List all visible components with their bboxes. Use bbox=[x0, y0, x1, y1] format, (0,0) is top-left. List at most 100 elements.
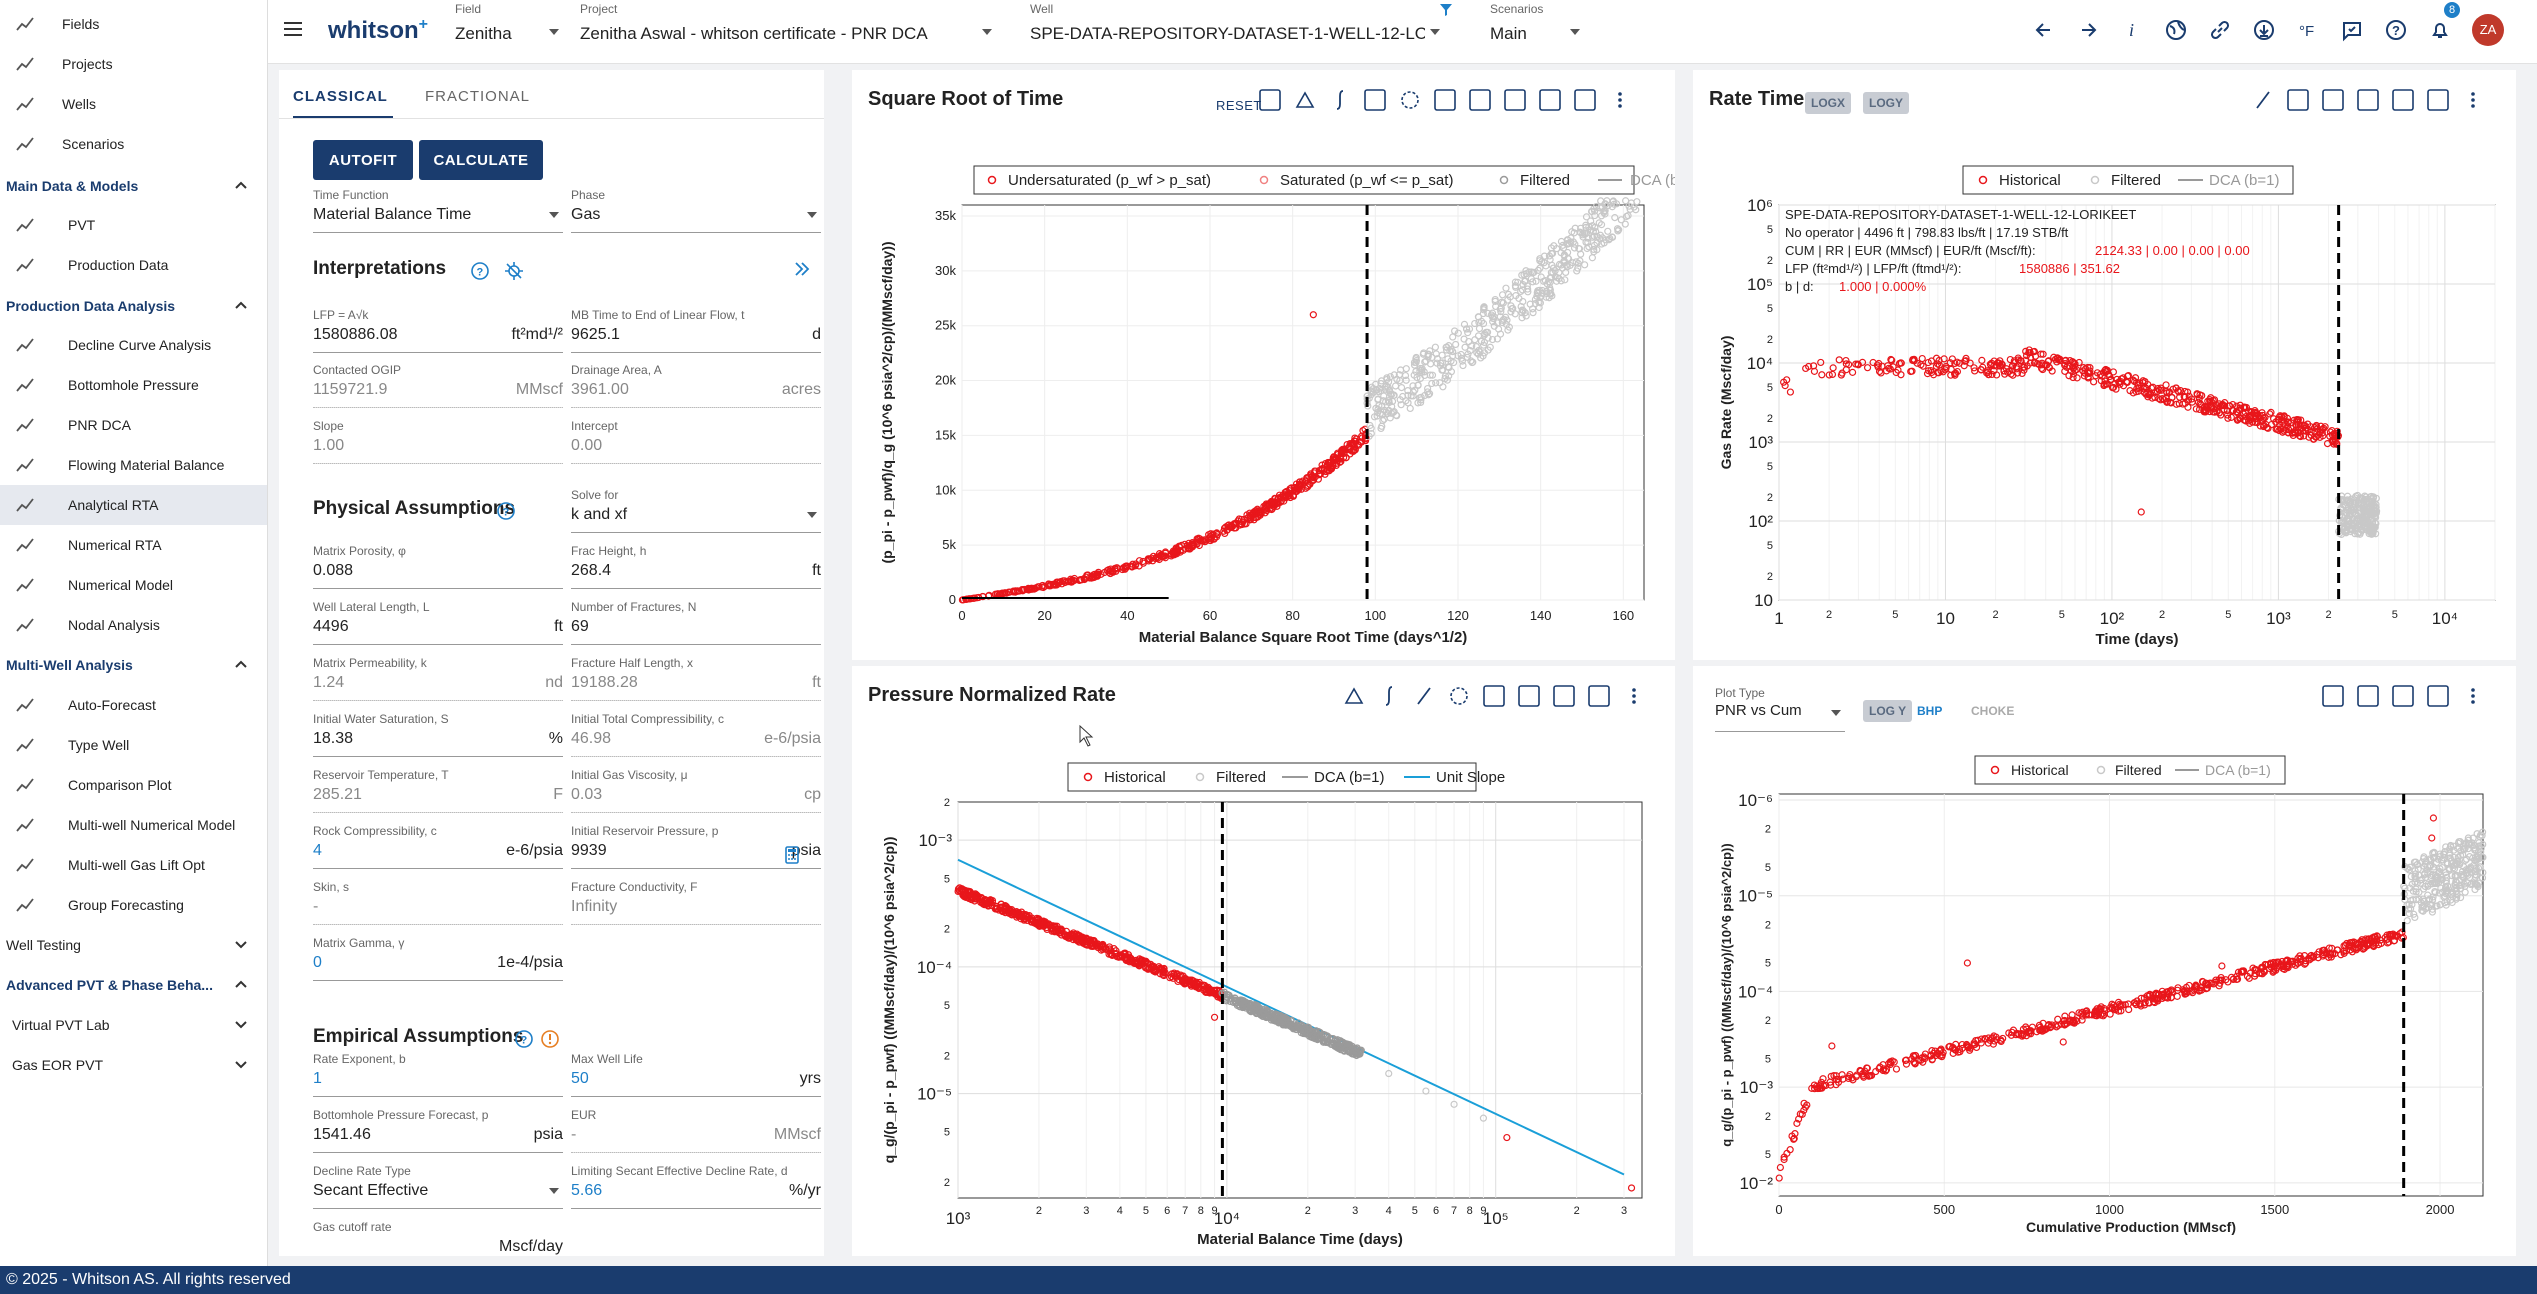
rock-compressibility-field[interactable]: Rock Compressibility, c 4 e-6/psia bbox=[313, 824, 563, 876]
bell-icon[interactable] bbox=[2426, 16, 2454, 44]
units-icon[interactable]: °F bbox=[2294, 16, 2322, 44]
sidebar-section[interactable]: Well Testing bbox=[0, 925, 267, 965]
fullscreen-icon[interactable] bbox=[2427, 89, 2449, 111]
porosity-field[interactable]: Matrix Porosity, φ 0.088 bbox=[313, 544, 563, 596]
sidebar-item-scenarios[interactable]: Scenarios bbox=[0, 124, 267, 164]
gas-cutoff-field[interactable]: Gas cutoff rate Mscf/day bbox=[313, 1220, 563, 1256]
sidebar-item-group-forecasting[interactable]: Group Forecasting bbox=[0, 885, 267, 925]
lfp-field[interactable]: LFP = A√k 1580886.08 ft²md¹/² bbox=[313, 308, 563, 360]
sidebar-item-type-well[interactable]: Type Well bbox=[0, 725, 267, 765]
solve-for-select[interactable]: Solve for k and xf bbox=[571, 488, 821, 540]
fullscreen-icon[interactable] bbox=[1574, 89, 1596, 111]
more-icon[interactable] bbox=[1632, 688, 1636, 704]
sidebar-section[interactable]: Advanced PVT & Phase Beha... bbox=[0, 965, 267, 1005]
calculator-icon[interactable] bbox=[781, 844, 803, 866]
integral-icon[interactable] bbox=[1385, 686, 1393, 706]
menu-icon[interactable] bbox=[284, 20, 304, 38]
help-icon[interactable]: ? bbox=[2382, 16, 2410, 44]
max-well-life-field[interactable]: Max Well Life 50 yrs bbox=[571, 1052, 821, 1104]
more-icon[interactable] bbox=[2471, 688, 2475, 704]
integral-icon[interactable] bbox=[1336, 90, 1344, 110]
matrix-gamma-field[interactable]: Matrix Gamma, γ 0 1e-4/psia bbox=[313, 936, 563, 988]
num-fractures-field[interactable]: Number of Fractures, N 69 bbox=[571, 600, 821, 652]
link-icon[interactable] bbox=[2206, 16, 2234, 44]
sidebar-item-multi-well-gas-lift-opt[interactable]: Multi-well Gas Lift Opt bbox=[0, 845, 267, 885]
line-icon[interactable] bbox=[1417, 687, 1431, 705]
sidebar-item-nodal-analysis[interactable]: Nodal Analysis bbox=[0, 605, 267, 645]
unlock-icon[interactable] bbox=[2322, 89, 2344, 111]
avatar[interactable]: ZA bbox=[2472, 14, 2504, 46]
fullscreen-icon[interactable] bbox=[2427, 685, 2449, 707]
chat-icon[interactable] bbox=[1469, 89, 1491, 111]
frac-height-field[interactable]: Frac Height, h 268.4 ft bbox=[571, 544, 821, 596]
settings-reset-icon[interactable] bbox=[1259, 89, 1281, 111]
no-target-icon[interactable] bbox=[503, 260, 525, 282]
more-icon[interactable] bbox=[1618, 92, 1622, 108]
add-file-icon[interactable] bbox=[1364, 89, 1386, 111]
help-icon[interactable]: ? bbox=[495, 500, 517, 522]
field-select[interactable]: Field Zenitha bbox=[455, 0, 563, 60]
autofit-button[interactable]: AUTOFIT bbox=[313, 140, 413, 180]
bhp-forecast-field[interactable]: Bottomhole Pressure Forecast, p 1541.46 ps… bbox=[313, 1108, 563, 1160]
decline-rate-type-select[interactable]: Decline Rate Type Secant Effective bbox=[313, 1164, 563, 1216]
crop-icon[interactable] bbox=[1553, 685, 1575, 707]
sidebar-item-pnr-dca[interactable]: PNR DCA bbox=[0, 405, 267, 445]
water-saturation-field[interactable]: Initial Water Saturation, S 18.38% bbox=[313, 712, 563, 764]
reset-button[interactable]: RESET bbox=[1216, 98, 1262, 113]
calculate-button[interactable]: CALCULATE bbox=[419, 140, 543, 180]
expand-right-icon[interactable] bbox=[791, 258, 813, 280]
logy-toggle[interactable]: LOGY bbox=[1863, 92, 1910, 114]
sidebar-section[interactable]: Main Data & Models bbox=[0, 166, 267, 206]
line-icon[interactable] bbox=[2256, 91, 2270, 109]
lasso-icon[interactable] bbox=[1401, 91, 1419, 109]
crop-icon[interactable] bbox=[2392, 685, 2414, 707]
logx-toggle[interactable]: LOGX bbox=[1805, 92, 1852, 114]
filter-icon[interactable] bbox=[1440, 4, 1452, 16]
lasso-icon[interactable] bbox=[1450, 687, 1468, 705]
unlock-icon[interactable] bbox=[1434, 89, 1456, 111]
scenario-select[interactable]: Scenarios Main bbox=[1490, 0, 1580, 60]
tab-classical[interactable]: CLASSICAL bbox=[293, 88, 388, 105]
sidebar-section[interactable]: Production Data Analysis bbox=[0, 286, 267, 326]
table-icon[interactable] bbox=[1504, 89, 1526, 111]
sidebar-item-pvt[interactable]: PVT bbox=[0, 205, 267, 245]
phase-select[interactable]: Phase Gas bbox=[571, 188, 821, 240]
rate-exponent-field[interactable]: Rate Exponent, b 1 bbox=[313, 1052, 563, 1104]
feedback-icon[interactable] bbox=[2338, 16, 2366, 44]
unlock-icon[interactable] bbox=[2322, 685, 2344, 707]
help-icon[interactable]: ? bbox=[513, 1028, 535, 1050]
info-icon[interactable]: i bbox=[2118, 16, 2146, 44]
sidebar-section[interactable]: Multi-Well Analysis bbox=[0, 645, 267, 685]
sidebar-group-virtual-pvt-lab[interactable]: Virtual PVT Lab bbox=[0, 1005, 267, 1045]
arrow-left-icon[interactable] bbox=[2030, 16, 2058, 44]
sidebar-item-comparison-plot[interactable]: Comparison Plot bbox=[0, 765, 267, 805]
choke-toggle[interactable]: CHOKE bbox=[1971, 704, 2015, 718]
bhp-toggle[interactable]: BHP bbox=[1917, 704, 1943, 718]
globe-icon[interactable] bbox=[2162, 16, 2190, 44]
crop-icon[interactable] bbox=[2392, 89, 2414, 111]
well-select[interactable]: Well SPE-DATA-REPOSITORY-DATASET-1-WELL-… bbox=[1030, 0, 1440, 60]
sidebar-item-fields[interactable]: Fields bbox=[0, 4, 267, 44]
table-icon[interactable] bbox=[1518, 685, 1540, 707]
mb-time-field[interactable]: MB Time to End of Linear Flow, t 9625.1 d bbox=[571, 308, 821, 360]
reservoir-pressure-field[interactable]: Initial Reservoir Pressure, p 9939 psia bbox=[571, 824, 821, 876]
sidebar-item-flowing-material-balance[interactable]: Flowing Material Balance bbox=[0, 445, 267, 485]
more-icon[interactable] bbox=[2471, 92, 2475, 108]
sidebar-item-production-data[interactable]: Production Data bbox=[0, 245, 267, 285]
sidebar-item-decline-curve-analysis[interactable]: Decline Curve Analysis bbox=[0, 325, 267, 365]
list-icon[interactable] bbox=[2287, 89, 2309, 111]
fullscreen-icon[interactable] bbox=[1588, 685, 1610, 707]
plot-type-select[interactable]: PNR vs Cum bbox=[1715, 702, 1845, 732]
sidebar-item-auto-forecast[interactable]: Auto-Forecast bbox=[0, 685, 267, 725]
unlock-icon[interactable] bbox=[1483, 685, 1505, 707]
table-icon[interactable] bbox=[2357, 685, 2379, 707]
table-icon[interactable] bbox=[2357, 89, 2379, 111]
tab-fractional[interactable]: FRACTIONAL bbox=[425, 88, 531, 105]
project-select[interactable]: Project Zenitha Aswal - whitson certific… bbox=[580, 0, 992, 60]
limiting-decline-field[interactable]: Limiting Secant Effective Decline Rate, … bbox=[571, 1164, 821, 1216]
lateral-length-field[interactable]: Well Lateral Length, L 4496 ft bbox=[313, 600, 563, 652]
time-function-select[interactable]: Time Function Material Balance Time bbox=[313, 188, 563, 240]
sidebar-item-numerical-model[interactable]: Numerical Model bbox=[0, 565, 267, 605]
help-icon[interactable]: ? bbox=[469, 260, 491, 282]
logy-toggle[interactable]: LOG Y bbox=[1863, 700, 1913, 722]
